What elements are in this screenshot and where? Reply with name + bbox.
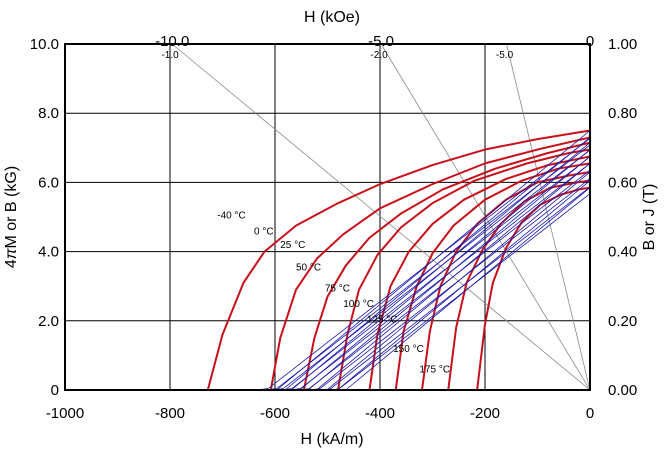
- y2-tick-label-0: 0.00: [608, 382, 637, 399]
- x-tick-label-2: -600: [260, 405, 290, 422]
- x-tick-label-0: -1000: [46, 405, 84, 422]
- load-line-label-1: -2.0: [370, 50, 388, 61]
- y-tick-label-5: 10.0: [30, 36, 59, 53]
- temperature-label-8: 175 °C: [419, 365, 450, 376]
- y2-tick-label-1: 0.20: [608, 313, 637, 330]
- plot-frame: [64, 43, 591, 391]
- temperature-label-5: 100 °C: [343, 299, 374, 310]
- x-axis-title: H (kA/m): [300, 431, 363, 448]
- b-curve-aux-5: [289, 169, 591, 391]
- load-line-label-2: -5.0: [496, 50, 514, 61]
- y2-tick-label-2: 0.40: [608, 244, 637, 261]
- y2-tick-label-4: 0.80: [608, 105, 637, 122]
- b-curve-aux-0: [245, 137, 591, 391]
- b-curve-aux-7: [312, 186, 591, 391]
- temperature-label-0: -40 °C: [217, 211, 245, 222]
- temperature-label-2: 25 °C: [280, 240, 305, 251]
- load-line-0: [171, 43, 591, 391]
- top-axis-title: H (kOe): [304, 9, 360, 26]
- j-curves: [245, 130, 591, 391]
- series-line-2: [302, 141, 591, 391]
- y-tick-label-1: 2.0: [38, 313, 59, 330]
- x-tick-label-1: -800: [155, 405, 185, 422]
- y-axis-title: 4πM or B (kG): [3, 166, 20, 268]
- series-line-1: [269, 136, 591, 391]
- b-curve-aux-4: [279, 163, 591, 391]
- x-tick-label-4: -200: [470, 405, 500, 422]
- y-tick-label-4: 8.0: [38, 105, 59, 122]
- series-line-3: [337, 148, 591, 391]
- y-tick-label-3: 6.0: [38, 174, 59, 191]
- x-tick-label-5: 0: [586, 405, 594, 422]
- b-curve-aux-6: [300, 178, 591, 391]
- load-line-label-0: -1.0: [161, 50, 179, 61]
- load-line-2: [506, 43, 591, 391]
- temperature-label-7: 150 °C: [393, 344, 424, 355]
- x-tick-label-3: -400: [365, 405, 395, 422]
- temperature-label-4: 75 °C: [325, 283, 350, 294]
- axes: -1000 -800 -600 -400 -200 0 0 0.00 2.0 0.20 4.0 0.4…: [30, 33, 637, 422]
- top-tick-label-0: -10.0: [155, 33, 189, 50]
- temperature-labels: -40 °C 0 °C 25 °C 50 °C 75 °C 100 °C 125 °C 150…: [217, 211, 450, 376]
- b-curve-aux-2: [261, 149, 591, 391]
- y-tick-label-0: 0: [51, 382, 59, 399]
- y2-axis-title: B or J (T): [641, 184, 658, 251]
- b-curve-aux-3: [270, 156, 591, 391]
- y2-tick-label-5: 1.00: [608, 36, 637, 53]
- series-line-0: [206, 129, 591, 391]
- plot-area: [65, 44, 590, 390]
- b-curve-aux-8: [321, 193, 591, 391]
- top-tick-label-1: -5.0: [368, 33, 394, 50]
- temperature-label-3: 50 °C: [296, 263, 321, 274]
- temperature-label-6: 125 °C: [367, 315, 398, 326]
- axis-titles: H (kOe) H (kA/m) 4πM or B (kG) B or J (T): [3, 9, 658, 448]
- top-tick-label-2: 0: [586, 33, 594, 50]
- y-tick-label-2: 4.0: [38, 244, 59, 261]
- temperature-label-1: 0 °C: [254, 226, 274, 237]
- y2-tick-label-3: 0.60: [608, 174, 637, 191]
